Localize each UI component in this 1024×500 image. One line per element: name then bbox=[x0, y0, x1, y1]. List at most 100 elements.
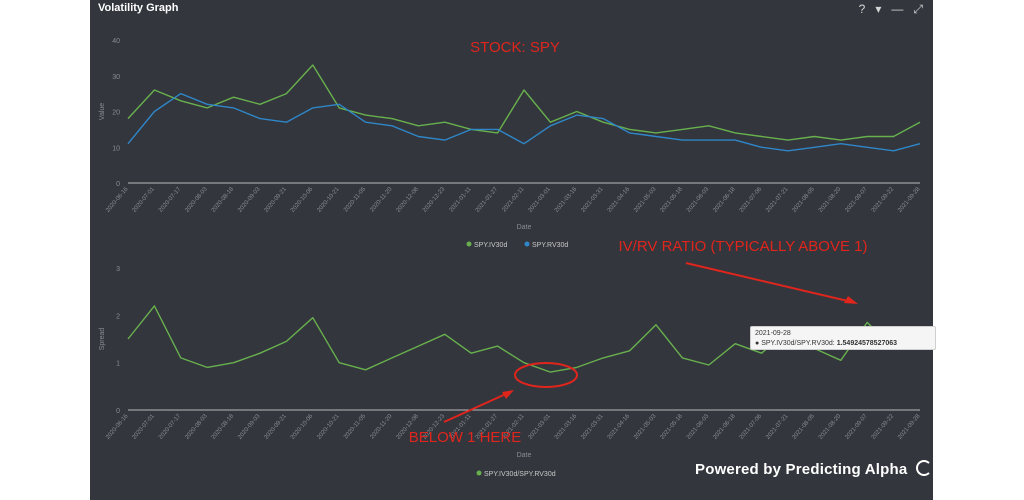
x-tick-label: 2021-06-03 bbox=[686, 413, 711, 441]
minimize-icon[interactable]: — bbox=[891, 2, 904, 16]
x-tick-label: 2020-09-21 bbox=[264, 186, 289, 214]
ratio-arrow-line bbox=[685, 262, 853, 303]
x-tick-label: 2021-05-03 bbox=[633, 186, 658, 214]
expand-icon[interactable]: ⤢ bbox=[913, 2, 923, 16]
x-tick-label: 2021-01-11 bbox=[449, 186, 473, 214]
x-tick-label: 2020-08-18 bbox=[211, 186, 236, 214]
x-tick-label: 2020-12-08 bbox=[396, 186, 421, 214]
y-tick-label: 0 bbox=[116, 408, 120, 415]
legend-item: SPY.IV30d bbox=[474, 242, 507, 249]
x-tick-label: 2021-03-16 bbox=[554, 413, 579, 441]
chevron-down-icon[interactable]: ▾ bbox=[875, 2, 882, 16]
legend-item: SPY.RV30d bbox=[532, 242, 568, 249]
x-tick-label: 2020-07-01 bbox=[132, 413, 157, 441]
y-tick-label: 20 bbox=[112, 110, 120, 117]
below-arrow-head bbox=[502, 390, 514, 399]
x-tick-label: 2021-01-27 bbox=[475, 186, 500, 214]
tooltip-series: SPY.IV30d/SPY.RV30d: bbox=[761, 340, 835, 347]
x-tick-label: 2021-09-28 bbox=[897, 186, 922, 214]
x-tick-label: 2020-11-05 bbox=[343, 186, 367, 214]
x-tick-label: 2021-02-11 bbox=[501, 186, 525, 214]
ratio-annotation: IV/RV RATIO (TYPICALLY ABOVE 1) bbox=[619, 238, 868, 255]
x-tick-label: 2021-09-07 bbox=[844, 413, 869, 441]
powered-by-text: Powered by Predicting Alpha bbox=[695, 461, 908, 478]
legend-item: SPY.IV30d/SPY.RV30d bbox=[484, 471, 556, 478]
x-tick-label: 2021-08-20 bbox=[818, 186, 843, 214]
window-controls: ? ▾ — ⤢ bbox=[859, 2, 923, 17]
stock-annotation: STOCK: SPY bbox=[470, 39, 560, 56]
x-tick-label: 2020-11-05 bbox=[343, 413, 367, 441]
x-tick-label: 2020-08-03 bbox=[184, 186, 209, 214]
y-tick-label: 40 bbox=[112, 38, 120, 45]
x-axis-label: Date bbox=[517, 452, 532, 459]
x-axis-label: Date bbox=[517, 224, 532, 231]
x-tick-label: 2020-07-17 bbox=[158, 186, 183, 214]
y-tick-label: 2 bbox=[116, 313, 120, 320]
x-tick-label: 2021-04-16 bbox=[607, 413, 632, 441]
x-tick-label: 2021-06-18 bbox=[712, 186, 737, 214]
x-tick-label: 2020-08-03 bbox=[184, 413, 209, 441]
x-tick-label: 2020-09-21 bbox=[264, 413, 289, 441]
y-axis-label: Value bbox=[99, 103, 106, 120]
y-tick-label: 30 bbox=[112, 74, 120, 81]
below-one-highlight-ellipse bbox=[514, 362, 578, 388]
x-tick-label: 2021-07-21 bbox=[765, 413, 790, 441]
x-tick-label: 2021-09-28 bbox=[897, 413, 922, 441]
help-icon[interactable]: ? bbox=[858, 2, 866, 16]
x-tick-label: 2020-12-23 bbox=[422, 186, 447, 214]
legend-marker bbox=[476, 470, 482, 476]
powered-by-brand: Powered by Predicting Alpha bbox=[695, 460, 932, 478]
x-tick-label: 2020-10-21 bbox=[316, 186, 341, 214]
x-tick-label: 2020-09-03 bbox=[237, 413, 262, 441]
x-tick-label: 2021-08-20 bbox=[818, 413, 843, 441]
hover-tooltip: 2021-09-28 ● SPY.IV30d/SPY.RV30d: 1.5492… bbox=[750, 326, 936, 350]
y-tick-label: 1 bbox=[116, 361, 120, 368]
y-axis-label: Spread bbox=[99, 328, 106, 351]
x-tick-label: 2021-09-07 bbox=[844, 186, 869, 214]
x-tick-label: 2021-03-01 bbox=[528, 413, 553, 441]
panel-title: Volatility Graph bbox=[98, 2, 179, 14]
x-tick-label: 2020-06-16 bbox=[105, 186, 130, 214]
x-tick-label: 2021-06-18 bbox=[712, 413, 737, 441]
x-tick-label: 2020-07-17 bbox=[158, 413, 183, 441]
below-annotation: BELOW 1 HERE bbox=[409, 429, 522, 446]
y-tick-label: 0 bbox=[116, 181, 120, 188]
x-tick-label: 2021-05-18 bbox=[660, 186, 685, 214]
x-tick-label: 2021-09-22 bbox=[871, 186, 896, 214]
below-arrow-line bbox=[443, 392, 509, 423]
y-tick-label: 10 bbox=[112, 145, 120, 152]
series-line-spy-iv30d bbox=[127, 64, 921, 141]
series-line-spy-rv30d bbox=[127, 92, 921, 152]
legend-marker bbox=[466, 241, 472, 247]
x-tick-label: 2021-07-06 bbox=[739, 413, 764, 441]
x-tick-label: 2021-06-03 bbox=[686, 186, 711, 214]
x-tick-label: 2021-09-22 bbox=[871, 413, 896, 441]
x-tick-label: 2021-08-05 bbox=[792, 413, 817, 441]
x-tick-label: 2021-07-06 bbox=[739, 186, 764, 214]
x-tick-label: 2021-03-31 bbox=[580, 186, 605, 214]
x-tick-label: 2021-04-16 bbox=[607, 186, 632, 214]
y-tick-label: 3 bbox=[116, 266, 120, 273]
ratio-arrow-head bbox=[844, 296, 858, 304]
x-tick-label: 2020-09-03 bbox=[237, 186, 262, 214]
x-tick-label: 2021-03-01 bbox=[528, 186, 553, 214]
legend-marker bbox=[524, 241, 530, 247]
x-tick-label: 2020-10-06 bbox=[290, 186, 315, 214]
x-tick-label: 2021-08-05 bbox=[792, 186, 817, 214]
x-tick-label: 2021-05-03 bbox=[633, 413, 658, 441]
x-tick-label: 2020-11-20 bbox=[369, 186, 393, 214]
tooltip-value: 1.54924578527063 bbox=[836, 340, 898, 347]
x-tick-label: 2020-10-06 bbox=[290, 413, 315, 441]
x-tick-label: 2021-03-31 bbox=[580, 413, 605, 441]
x-tick-label: 2020-10-21 bbox=[316, 413, 341, 441]
x-tick-label: 2020-11-20 bbox=[369, 413, 393, 441]
x-tick-label: 2020-07-01 bbox=[132, 186, 157, 214]
x-tick-label: 2021-07-21 bbox=[765, 186, 790, 214]
x-tick-label: 2020-08-18 bbox=[211, 413, 236, 441]
x-tick-label: 2021-05-18 bbox=[660, 413, 685, 441]
tooltip-row: ● SPY.IV30d/SPY.RV30d: 1.54924578527063 bbox=[755, 340, 898, 347]
tooltip-date: 2021-09-28 bbox=[755, 330, 791, 337]
x-tick-label: 2021-03-16 bbox=[554, 186, 579, 214]
volatility-graph-panel: Volatility Graph ? ▾ — ⤢ 0 10 20 30 40 Value 2… bbox=[90, 0, 936, 500]
